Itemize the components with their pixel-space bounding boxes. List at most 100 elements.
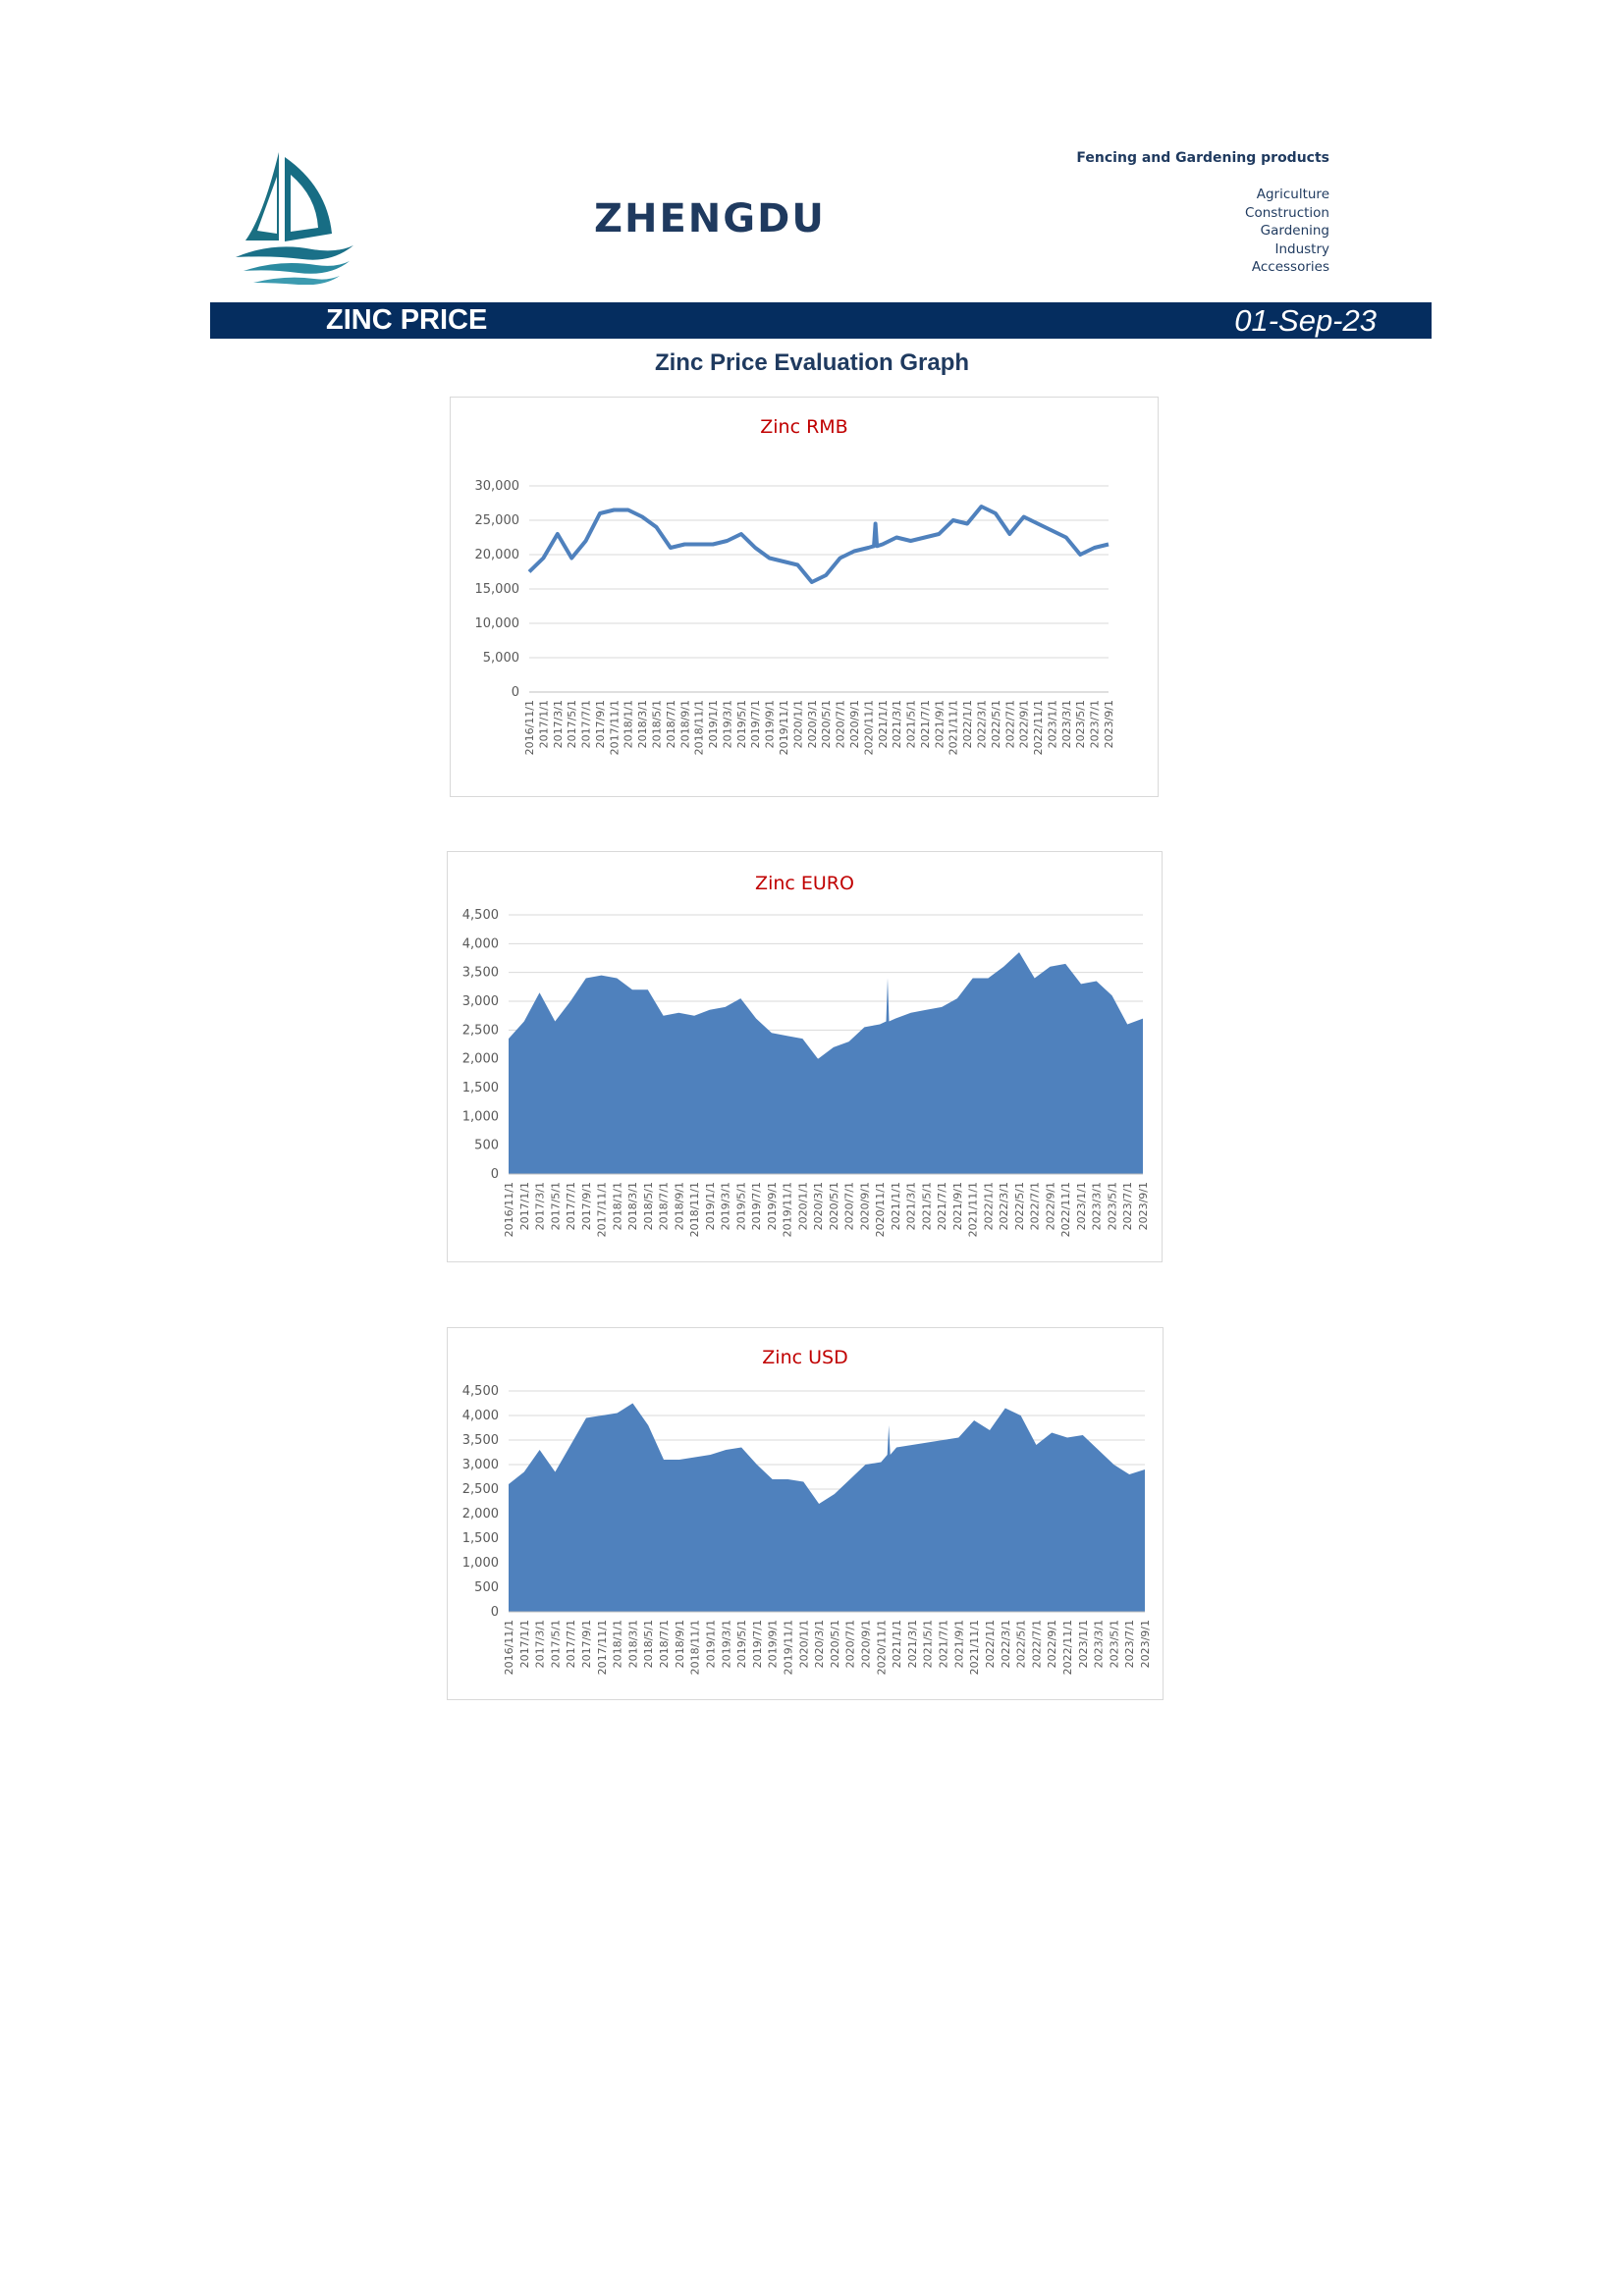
x-tick-label: 2018/3/1: [626, 1182, 639, 1230]
x-tick-label: 2016/11/1: [503, 1182, 515, 1237]
y-tick-label: 25,000: [475, 513, 520, 528]
x-tick-label: 2017/7/1: [565, 1620, 577, 1668]
x-tick-label: 2022/1/1: [982, 1182, 995, 1230]
x-tick-label: 2020/9/1: [858, 1182, 871, 1230]
x-tick-label: 2019/11/1: [783, 1620, 795, 1675]
x-tick-label: 2017/3/1: [534, 1182, 547, 1230]
x-tick-label: 2021/9/1: [933, 700, 946, 748]
x-tick-label: 2018/5/1: [642, 1182, 655, 1230]
x-tick-label: 2021/5/1: [922, 1620, 935, 1668]
x-tick-label: 2017/5/1: [549, 1182, 562, 1230]
x-tick-label: 2023/5/1: [1074, 700, 1087, 748]
x-tick-label: 2021/7/1: [938, 1620, 950, 1668]
x-tick-label: 2019/11/1: [778, 700, 790, 755]
x-tick-label: 2019/3/1: [720, 1620, 732, 1668]
x-tick-label: 2019/7/1: [749, 700, 762, 748]
x-tick-label: 2021/11/1: [967, 1182, 980, 1237]
x-tick-label: 2019/5/1: [735, 700, 748, 748]
y-tick-label: 2,000: [462, 1507, 499, 1522]
x-tick-label: 2023/7/1: [1121, 1182, 1134, 1230]
x-tick-label: 2019/1/1: [707, 700, 720, 748]
chart-title: Zinc USD: [762, 1347, 847, 1368]
x-tick-label: 2018/3/1: [636, 700, 649, 748]
x-tick-label: 2018/9/1: [678, 700, 691, 748]
x-tick-label: 2018/5/1: [642, 1620, 655, 1668]
y-tick-label: 0: [491, 1605, 499, 1620]
x-tick-label: 2019/9/1: [766, 1182, 779, 1230]
y-tick-label: 3,500: [462, 966, 499, 981]
x-tick-label: 2017/1/1: [518, 1182, 531, 1230]
category-gardening: Gardening: [1260, 223, 1329, 239]
y-tick-label: 0: [512, 685, 519, 700]
x-tick-label: 2023/1/1: [1077, 1620, 1090, 1668]
product-info: Fencing and Gardening products Agricultu…: [1076, 150, 1329, 277]
x-tick-label: 2021/1/1: [890, 1182, 902, 1230]
x-tick-label: 2020/3/1: [813, 1620, 826, 1668]
x-tick-label: 2020/5/1: [820, 700, 833, 748]
x-tick-label: 2020/1/1: [796, 1182, 809, 1230]
y-tick-label: 5,000: [483, 651, 519, 666]
chart-euro-svg: Zinc EURO 0 500 1,000 1,500 2,000 2,500 3,000 3,…: [462, 873, 1150, 1237]
y-tick-label: 1,500: [462, 1531, 499, 1546]
chart-title: Zinc RMB: [760, 416, 847, 438]
x-tick-label: 2021/9/1: [951, 1182, 964, 1230]
y-tick-label: 500: [474, 1139, 499, 1153]
x-tick-label: 2023/9/1: [1139, 1620, 1152, 1668]
x-tick-label: 2016/11/1: [523, 700, 536, 755]
chart-title: Zinc EURO: [755, 873, 854, 894]
x-tick-label: 2023/7/1: [1123, 1620, 1136, 1668]
area-series: [509, 952, 1143, 1174]
x-tick-label: 2021/1/1: [891, 1620, 903, 1668]
x-tick-label: 2017/7/1: [565, 1182, 577, 1230]
x-tick-label: 2018/1/1: [611, 1182, 623, 1230]
x-tick-label: 2017/11/1: [596, 1620, 609, 1675]
x-tick-label: 2020/7/1: [843, 1182, 856, 1230]
x-tick-label: 2022/11/1: [1061, 1620, 1074, 1675]
x-tick-label: 2021/9/1: [952, 1620, 965, 1668]
x-tick-label: 2018/9/1: [673, 1182, 685, 1230]
chart-usd: Zinc USD 0 500 1,000 1,500 2,000 2,500 3,000 3,5…: [447, 1327, 1164, 1700]
chart-rmb: Zinc RMB 0 5,000 10,000 15,000 20,000 25,000 30…: [450, 397, 1159, 797]
x-tick-label: 2019/1/1: [705, 1620, 718, 1668]
y-tick-label: 30,000: [475, 479, 520, 494]
x-tick-label: 2019/3/1: [720, 1182, 732, 1230]
x-tick-label: 2016/11/1: [503, 1620, 515, 1675]
x-tick-label: 2022/3/1: [1000, 1620, 1012, 1668]
x-tick-label: 2020/7/1: [835, 700, 847, 748]
y-tick-label: 2,500: [462, 1482, 499, 1497]
x-tick-label: 2018/5/1: [651, 700, 664, 748]
company-name: ZHENGDU: [594, 196, 826, 241]
y-tick-label: 2,000: [462, 1052, 499, 1067]
x-tick-label: 2023/5/1: [1107, 1182, 1119, 1230]
x-tick-label: 2021/1/1: [877, 700, 890, 748]
x-tick-label: 2018/11/1: [689, 1620, 702, 1675]
x-tick-label: 2021/3/1: [891, 700, 903, 748]
area-series: [509, 1403, 1145, 1612]
x-tick-label: 2023/1/1: [1046, 700, 1058, 748]
y-tick-label: 4,500: [462, 1384, 499, 1399]
x-tick-label: 2019/7/1: [751, 1620, 764, 1668]
x-tick-label: 2019/5/1: [735, 1620, 748, 1668]
x-tick-label: 2021/3/1: [906, 1620, 919, 1668]
x-tick-label: 2017/9/1: [580, 1182, 593, 1230]
x-tick-label: 2023/9/1: [1103, 700, 1115, 748]
x-tick-label: 2022/9/1: [1018, 700, 1031, 748]
x-tick-label: 2020/5/1: [828, 1182, 840, 1230]
y-tick-label: 2,500: [462, 1023, 499, 1038]
page-title: Zinc Price Evaluation Graph: [654, 349, 970, 376]
x-tick-label: 2020/1/1: [797, 1620, 810, 1668]
y-tick-label: 3,000: [462, 1458, 499, 1472]
x-tick-label: 2017/11/1: [596, 1182, 609, 1237]
sailboat-logo-icon: [236, 152, 353, 285]
x-tick-label: 2021/11/1: [968, 1620, 981, 1675]
y-tick-label: 3,000: [462, 994, 499, 1009]
x-tick-label: 2019/9/1: [764, 700, 777, 748]
x-tick-label: 2017/9/1: [594, 700, 607, 748]
y-tick-label: 3,500: [462, 1433, 499, 1448]
x-tick-label: 2021/5/1: [920, 1182, 933, 1230]
x-tick-label: 2022/3/1: [976, 700, 989, 748]
x-tick-label: 2022/1/1: [961, 700, 974, 748]
x-tick-label: 2020/7/1: [844, 1620, 857, 1668]
y-tick-label: 4,500: [462, 908, 499, 923]
x-tick-label: 2019/3/1: [722, 700, 734, 748]
